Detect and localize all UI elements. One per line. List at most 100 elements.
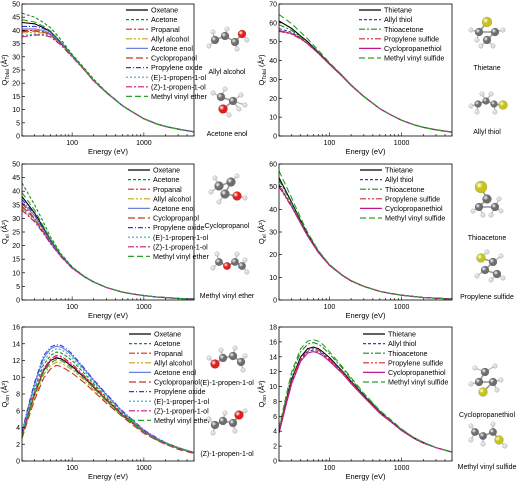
hydrogen-atom [498, 253, 504, 259]
hydrogen-atom [242, 102, 248, 108]
y-tick-label: 20 [269, 96, 277, 103]
y-tick-label: 45 [12, 175, 20, 182]
hydrogen-atom [468, 27, 474, 33]
y-tick-label: 2 [273, 444, 277, 451]
y-label-subscript: el [262, 234, 268, 238]
series-group [279, 170, 452, 300]
hydrogen-atom [500, 275, 506, 281]
y-tick-label: 2 [16, 442, 20, 449]
y-tick-label: 6 [16, 408, 20, 415]
y-label-subscript: Total [5, 69, 11, 80]
x-tick-label: 100 [66, 465, 78, 472]
y-label-subscript: ion [5, 395, 11, 402]
y-label-unit: (Å²) [257, 219, 266, 232]
carbon-atom [218, 416, 228, 426]
carbon-atom [214, 258, 223, 267]
hydrogen-atom [210, 29, 216, 35]
hydrogen-atom [492, 363, 498, 369]
y-axis-label: QTotal (Å²) [0, 54, 11, 85]
hydrogen-atom [216, 199, 222, 205]
series-line-methyl-vinyl-sulfide [279, 13, 452, 133]
chart-panel-bottom-left: 0 2 4 6 8 10 12 14 16 100 1000 Energy (eV) Qion (Å²) O… [0, 325, 211, 482]
y-tick-label: 60 [269, 162, 277, 169]
y-tick-label: 40 [12, 28, 20, 35]
hydrogen-atom [242, 195, 248, 201]
hydrogen-atom [212, 175, 218, 181]
legend-label: Propylene sulfide [385, 194, 440, 203]
hydrogen-atom [222, 410, 228, 416]
molecule-label: (Z)-1-propen-1-ol [200, 451, 254, 458]
legend-label: Cyclopropanethiol [388, 368, 446, 377]
sulfur-atom [478, 387, 488, 397]
legend-label: Propylene oxide [154, 387, 206, 396]
y-tick-label: 16 [12, 325, 20, 332]
y-tick-label: 25 [12, 230, 20, 237]
molecule-label: Acetone enol [207, 131, 248, 138]
y-tick-label: 0 [16, 459, 20, 466]
hydrogen-atom [234, 173, 240, 179]
carbon-atom [228, 418, 238, 428]
hydrogen-atom [234, 46, 240, 52]
carbon-atom [480, 367, 490, 377]
molecule-label: Allyl thiol [473, 129, 501, 136]
legend-label: (E)-1-propen-1-ol [151, 73, 207, 82]
carbon-atom [237, 262, 246, 271]
sulfur-atom [481, 16, 493, 28]
y-label-symbol: Q [257, 402, 266, 408]
legend-label: Thietane [388, 330, 416, 339]
plot-frame [278, 3, 453, 137]
legend-label: Cyclopropanethiol [384, 44, 442, 53]
hydrogen-atom [494, 387, 500, 393]
carbon-atom [474, 100, 482, 108]
hydrogen-atom [474, 273, 480, 279]
y-label-unit: (Å²) [257, 380, 266, 393]
y-tick-label: 35 [12, 41, 20, 48]
x-tick-label: 1000 [394, 465, 410, 472]
y-label-subscript: ion [262, 395, 268, 402]
carbon-atom [218, 353, 228, 363]
chart-panel-bottom-right: 0 2 4 6 8 10 12 14 16 18 100 1000 Energy (eV) Qion (Å²… [257, 325, 453, 481]
oxygen-atom [237, 29, 247, 39]
y-tick-label: 16 [269, 339, 277, 346]
y-tick-label: 15 [12, 94, 20, 101]
y-tick-label: 40 [269, 58, 277, 65]
y-tick-label: 50 [12, 162, 20, 169]
acetone-enol-molecule-icon [210, 86, 248, 118]
carbon-atom [482, 97, 490, 105]
hydrogen-atom [474, 37, 480, 43]
carbon-atom [228, 351, 238, 361]
sulfur-atom [494, 435, 504, 445]
chart-panel-top-right: 0 10 20 30 40 50 60 70 100 1000 Energy (eV) QTotal (… [257, 2, 453, 156]
y-tick-label: 12 [269, 369, 277, 376]
sulfur-atom [474, 180, 488, 194]
carbon-atom [210, 420, 220, 430]
hydrogen-atom [484, 249, 490, 255]
carbon-atom [488, 257, 498, 267]
y-tick-label: 10 [12, 375, 20, 382]
molecule-label: Propylene sulfide [460, 294, 514, 301]
hydrogen-atom [240, 367, 246, 373]
carbon-atom [482, 35, 492, 45]
legend-label: Thioacetone [384, 25, 424, 34]
legend-label: (E)-1-propen-1-ol [153, 233, 209, 242]
y-tick-label: 40 [269, 207, 277, 214]
y-tick-label: 15 [12, 257, 20, 264]
y-tick-label: 8 [273, 399, 277, 406]
legend-label: Acetone [153, 175, 179, 184]
legend-label: Thioacetone [385, 185, 425, 194]
oxygen-atom [234, 410, 244, 420]
y-tick-label: 0 [273, 134, 277, 141]
carbon-atom [210, 35, 220, 45]
carbon-atom [490, 27, 500, 37]
carbon-atom [216, 92, 226, 102]
y-tick-label: 4 [16, 425, 20, 432]
y-tick-label: 25 [12, 68, 20, 75]
legend-label: Allyl thiol [388, 339, 417, 348]
hydrogen-atom [210, 430, 216, 436]
carbon-atom [228, 96, 238, 106]
x-tick-label: 1000 [136, 140, 152, 147]
legend-label: Acetone [151, 15, 177, 24]
series-line-acetone [22, 351, 194, 454]
